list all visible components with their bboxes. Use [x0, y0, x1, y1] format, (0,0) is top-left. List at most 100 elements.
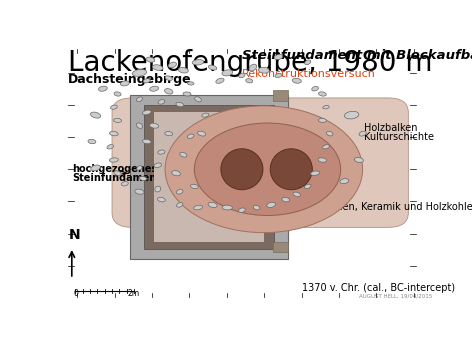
Ellipse shape: [202, 150, 208, 154]
Ellipse shape: [177, 203, 183, 207]
Text: 0: 0: [73, 289, 78, 298]
Ellipse shape: [165, 88, 173, 94]
Ellipse shape: [178, 68, 188, 73]
Ellipse shape: [319, 118, 326, 122]
Ellipse shape: [359, 131, 366, 136]
Ellipse shape: [187, 82, 194, 85]
Ellipse shape: [88, 139, 96, 144]
Ellipse shape: [143, 110, 151, 115]
Ellipse shape: [194, 205, 202, 210]
Ellipse shape: [158, 100, 165, 104]
Ellipse shape: [177, 189, 183, 194]
Ellipse shape: [143, 139, 151, 144]
Ellipse shape: [169, 62, 177, 68]
Text: Steinfundament: Steinfundament: [72, 173, 160, 183]
FancyBboxPatch shape: [130, 95, 287, 259]
Ellipse shape: [354, 157, 363, 163]
Ellipse shape: [312, 86, 319, 91]
Ellipse shape: [221, 149, 263, 190]
Text: 1370 v. Chr. (cal., BC-intercept): 1370 v. Chr. (cal., BC-intercept): [302, 283, 455, 293]
Ellipse shape: [150, 123, 159, 128]
FancyBboxPatch shape: [154, 113, 264, 242]
Ellipse shape: [91, 165, 101, 171]
Ellipse shape: [154, 163, 161, 168]
Ellipse shape: [146, 57, 155, 62]
Ellipse shape: [152, 65, 163, 70]
FancyBboxPatch shape: [112, 98, 408, 227]
Text: Feuerstelle: Feuerstelle: [262, 162, 320, 171]
Ellipse shape: [246, 79, 253, 83]
Ellipse shape: [114, 92, 121, 96]
Ellipse shape: [165, 106, 362, 233]
Ellipse shape: [190, 184, 198, 189]
Ellipse shape: [253, 205, 260, 210]
Ellipse shape: [110, 131, 118, 136]
Text: 2m: 2m: [128, 289, 140, 298]
Ellipse shape: [305, 60, 311, 64]
Ellipse shape: [292, 78, 301, 83]
Ellipse shape: [140, 176, 147, 180]
Ellipse shape: [107, 145, 113, 149]
Ellipse shape: [180, 152, 187, 157]
Ellipse shape: [136, 97, 143, 102]
Ellipse shape: [318, 158, 327, 162]
Text: ¹⁴C-Alter = 1360 v. Chr.: ¹⁴C-Alter = 1360 v. Chr.: [226, 131, 339, 141]
Ellipse shape: [222, 70, 233, 76]
Text: hochgezogenes: hochgezogenes: [72, 164, 157, 174]
Ellipse shape: [183, 92, 191, 96]
Ellipse shape: [267, 202, 276, 208]
Text: AUGUST HELL, 19/04/2015: AUGUST HELL, 19/04/2015: [359, 293, 432, 298]
FancyBboxPatch shape: [273, 242, 287, 252]
Ellipse shape: [202, 113, 209, 117]
Ellipse shape: [114, 171, 121, 176]
Ellipse shape: [293, 192, 301, 197]
Ellipse shape: [143, 79, 150, 83]
Ellipse shape: [304, 184, 311, 189]
Ellipse shape: [165, 76, 172, 81]
Ellipse shape: [258, 67, 270, 73]
Text: Dachsteingebirge: Dachsteingebirge: [68, 73, 192, 86]
Ellipse shape: [158, 197, 165, 202]
Text: Lackenofengrube, 1980 m: Lackenofengrube, 1980 m: [68, 49, 433, 77]
Ellipse shape: [176, 102, 184, 107]
Ellipse shape: [222, 205, 232, 210]
Ellipse shape: [345, 111, 359, 119]
Ellipse shape: [238, 208, 245, 212]
Ellipse shape: [110, 158, 118, 162]
Ellipse shape: [172, 171, 180, 176]
Ellipse shape: [194, 123, 341, 215]
Ellipse shape: [208, 202, 217, 208]
Ellipse shape: [158, 150, 165, 154]
Ellipse shape: [121, 181, 128, 186]
Ellipse shape: [132, 69, 147, 76]
Ellipse shape: [326, 131, 333, 136]
Ellipse shape: [274, 55, 283, 60]
Text: N: N: [69, 228, 81, 242]
Ellipse shape: [155, 186, 161, 192]
Ellipse shape: [150, 86, 159, 91]
Ellipse shape: [114, 118, 121, 122]
Ellipse shape: [275, 73, 282, 78]
Text: Feuerstelle: Feuerstelle: [212, 162, 270, 171]
Ellipse shape: [319, 92, 326, 96]
Ellipse shape: [135, 189, 144, 194]
Ellipse shape: [137, 166, 142, 170]
Text: Rekonstruktionsversuch: Rekonstruktionsversuch: [242, 69, 376, 79]
Ellipse shape: [323, 145, 329, 149]
Ellipse shape: [270, 149, 312, 190]
FancyBboxPatch shape: [273, 90, 287, 100]
Ellipse shape: [91, 112, 101, 118]
Ellipse shape: [216, 78, 224, 83]
Ellipse shape: [198, 131, 206, 136]
Text: Steinfundament mit Blockaufbau: Steinfundament mit Blockaufbau: [242, 49, 472, 62]
Ellipse shape: [99, 86, 107, 91]
Text: Kulturschichte mit Knochen, Keramik und Holzkohle: Kulturschichte mit Knochen, Keramik und …: [220, 202, 472, 212]
Ellipse shape: [340, 179, 349, 184]
Ellipse shape: [311, 171, 320, 175]
FancyBboxPatch shape: [144, 105, 274, 249]
Ellipse shape: [323, 106, 329, 109]
Ellipse shape: [249, 64, 257, 71]
Text: Holzbalken: Holzbalken: [364, 123, 418, 133]
Text: Kulturschichte: Kulturschichte: [364, 132, 434, 142]
Ellipse shape: [136, 123, 143, 128]
